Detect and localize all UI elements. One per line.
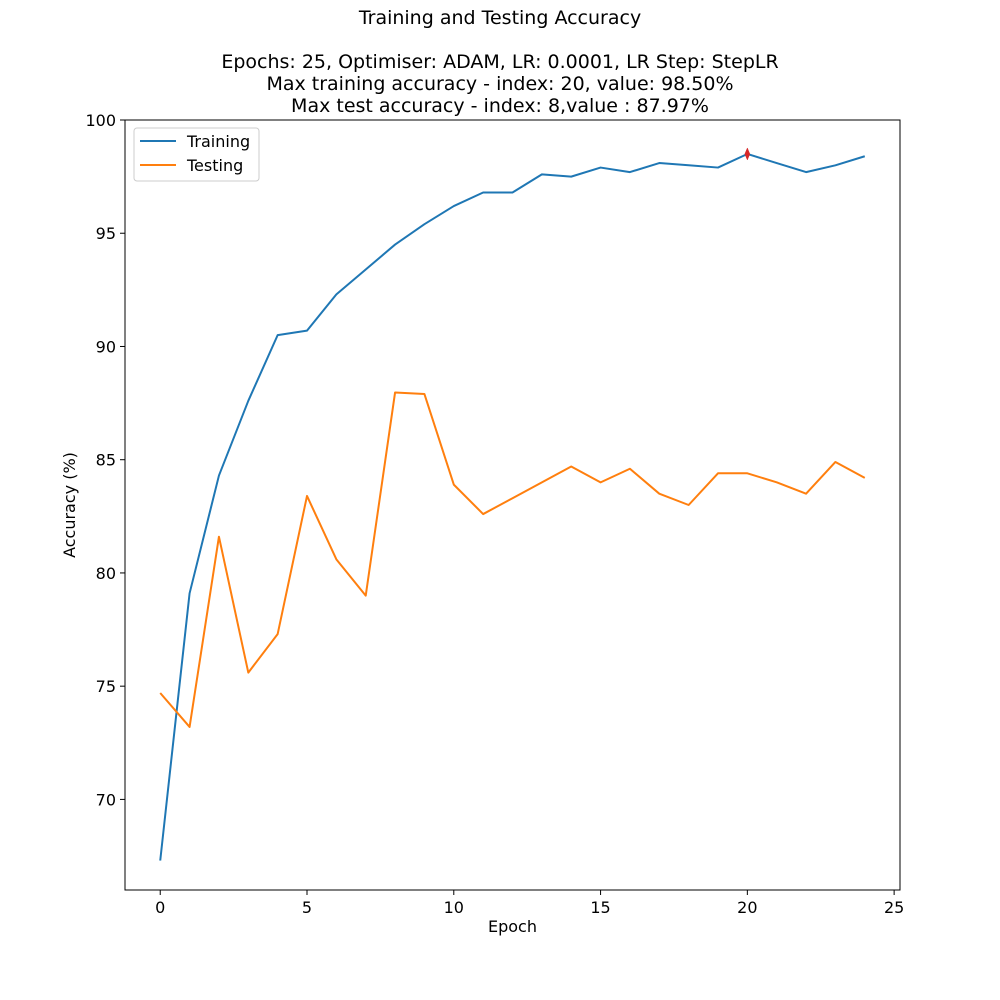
x-tick-label: 0 [155,898,165,917]
y-tick-label: 70 [96,790,116,809]
marker-layer [744,147,751,161]
max-training-marker [744,147,751,161]
chart-subtitle-line-1: Epochs: 25, Optimiser: ADAM, LR: 0.0001,… [221,51,779,73]
y-tick-label: 100 [85,111,116,130]
y-tick-label: 90 [96,337,116,356]
x-tick-label: 15 [590,898,610,917]
chart-title: Training and Testing Accuracy [358,7,642,29]
y-tick-label: 80 [96,564,116,583]
chart-subtitle-line-3: Max test accuracy - index: 8,value : 87.… [291,95,709,117]
legend-label-testing: Testing [186,156,243,175]
y-axis-ticks: 70 75 80 85 90 95 100 [85,111,125,809]
series-line-training [159,152,866,861]
plot-frame [124,119,901,891]
legend: Training Testing [133,127,260,182]
x-tick-label: 20 [737,898,757,917]
x-axis-label: Epoch [488,917,537,936]
x-tick-label: 5 [302,898,312,917]
y-axis-label: Accuracy (%) [60,452,79,558]
y-tick-label: 75 [96,677,116,696]
x-tick-label: 25 [884,898,904,917]
x-tick-label: 10 [444,898,464,917]
legend-label-training: Training [186,132,250,151]
y-tick-label: 85 [96,451,116,470]
series-line-testing [159,391,866,728]
y-tick-label: 95 [96,224,116,243]
x-axis-ticks: 0 5 10 15 20 25 [155,890,904,917]
chart-subtitle-line-2: Max training accuracy - index: 20, value… [266,73,734,95]
series-layer [159,152,866,861]
